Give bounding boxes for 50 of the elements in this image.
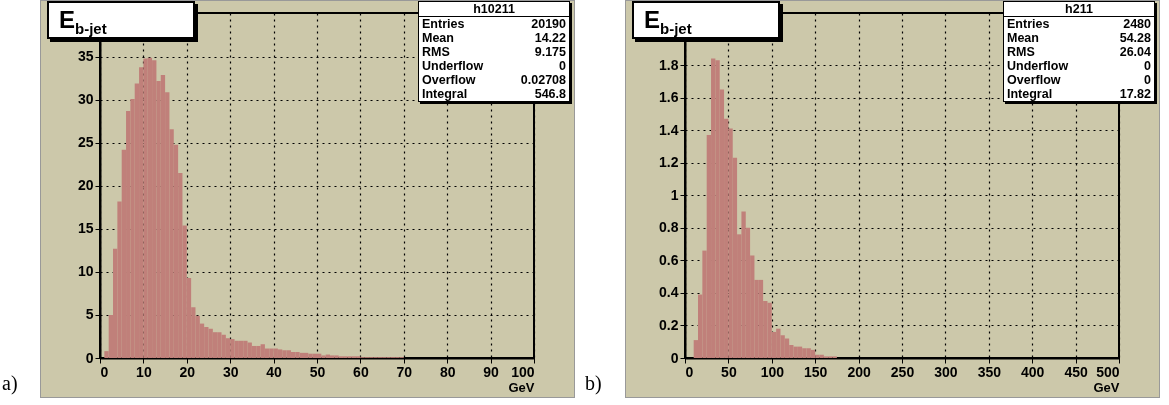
text: a) — [2, 372, 18, 395]
x-tick-label: 50 — [721, 363, 737, 380]
y-tick-label: 1.6 — [659, 89, 679, 106]
text: b) — [585, 372, 602, 395]
x-tick-label: 20 — [179, 363, 196, 380]
x-tick-label: 100 — [760, 363, 785, 380]
y-tick-label: 0.6 — [659, 251, 679, 268]
x-tick-label: 500 — [1096, 363, 1120, 380]
y-tick-label: 35 — [77, 48, 94, 65]
x-tick-label: 150 — [804, 363, 828, 380]
title-box: E$_{b-jet}$ — [47, 1, 195, 39]
stats-box: h211 Entries 2480 Mean 54.28 RMS 26.04 Underflow 0 Overflow 0 Integral 17.82 — [1003, 1, 1155, 102]
x-tick-label: 100 — [511, 363, 535, 380]
y-tick-label: 10 — [77, 263, 94, 280]
x-tick-label: 0 — [685, 363, 694, 380]
x-tick-label: 60 — [353, 363, 369, 380]
stats-box: h10211 Entries 20190 Mean 14.22 RMS 9.175 Underflow 0 Overflow 0.02708 Integral 546.8 — [418, 1, 570, 102]
x-tick-label: 50 — [309, 363, 326, 380]
x-tick-label: 90 — [483, 363, 500, 380]
x-axis-title: GeV — [1093, 379, 1120, 395]
y-tick-label: 30 — [77, 91, 94, 108]
y-tick-label: 1.8 — [659, 56, 679, 73]
x-tick-label: 30 — [222, 363, 239, 380]
x-tick-label: 10 — [136, 363, 152, 380]
title-box: E$_{b-jet}$ — [632, 1, 780, 39]
y-tick-label: 0.2 — [659, 316, 679, 333]
y-tick-label: 1.2 — [659, 154, 679, 171]
x-tick-label: 250 — [890, 363, 915, 380]
y-tick-label: 20 — [77, 177, 94, 194]
y-tick-label: 0.4 — [659, 284, 679, 301]
x-tick-label: 200 — [847, 363, 871, 380]
x-tick-label: 350 — [977, 363, 1002, 380]
annotation: h211 — [1004, 2, 1154, 17]
annotation: h10211 — [419, 2, 569, 17]
x-tick-label: 400 — [1021, 363, 1045, 380]
x-tick-label: 300 — [934, 363, 958, 380]
x-tick-label: 70 — [396, 363, 413, 380]
y-tick-label: 1.4 — [659, 121, 679, 138]
y-tick-label: 1 — [670, 186, 679, 203]
x-tick-label: 40 — [266, 363, 283, 380]
y-tick-label: 0 — [670, 349, 679, 366]
x-tick-label: 80 — [439, 363, 456, 380]
x-tick-label: 450 — [1064, 363, 1088, 380]
y-tick-label: 5 — [85, 306, 94, 323]
y-tick-label: 25 — [77, 134, 94, 151]
y-tick-label: 15 — [77, 220, 94, 237]
y-tick-label: 0.8 — [659, 219, 679, 236]
x-tick-label: 0 — [100, 363, 109, 380]
y-tick-label: 0 — [85, 349, 94, 366]
x-axis-title: GeV — [508, 379, 535, 395]
